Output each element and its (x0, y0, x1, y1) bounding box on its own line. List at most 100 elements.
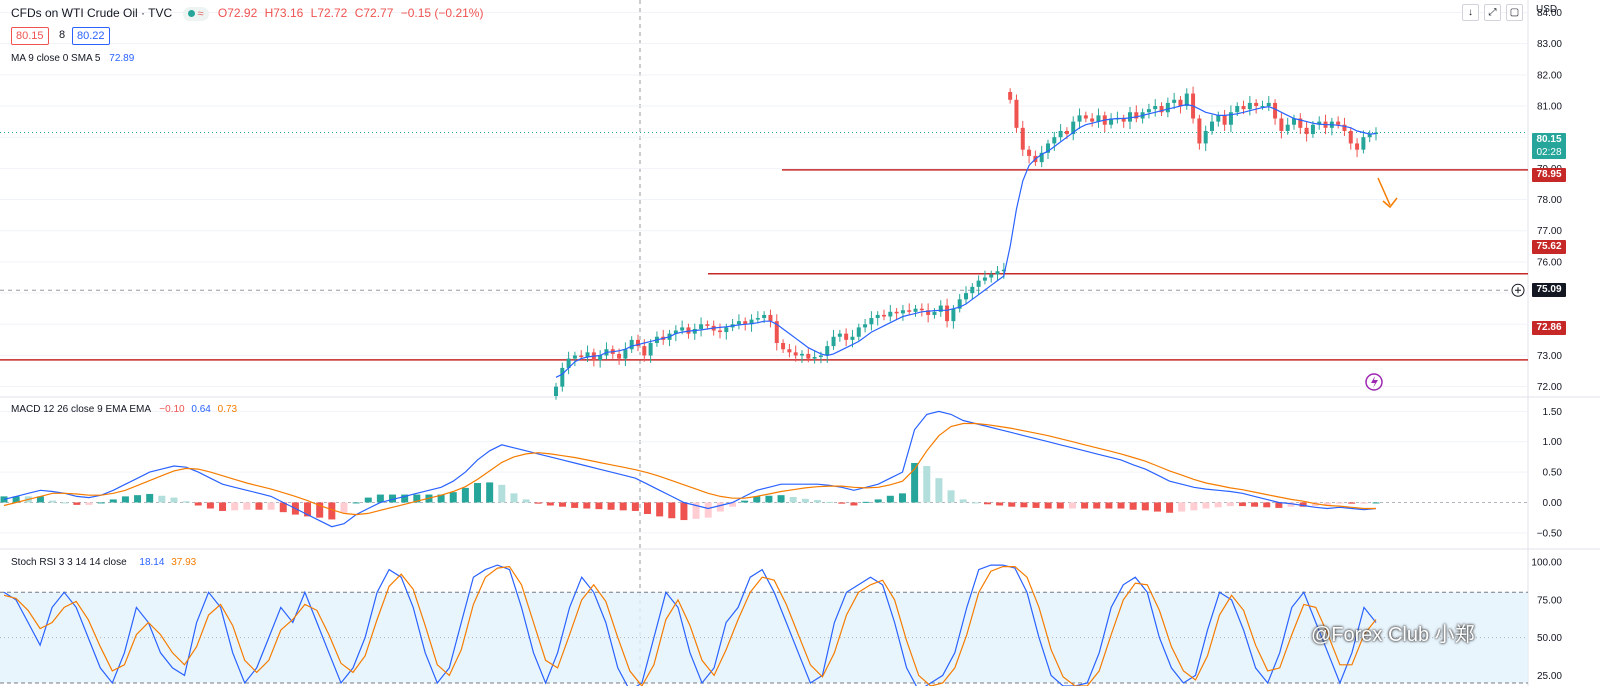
macd-histogram-bar (109, 499, 117, 503)
macd-legend-label: MACD 12 26 close 9 EMA EMA (11, 404, 151, 415)
candle-body (863, 324, 868, 328)
symbol-title[interactable]: CFDs on WTI Crude Oil · TVC (11, 6, 173, 20)
stoch-legend-label: Stoch RSI 3 3 14 14 close (11, 557, 127, 568)
macd-histogram-bar (1190, 502, 1198, 511)
ma-legend-label: MA 9 close 0 SMA 5 (11, 53, 101, 64)
macd-histogram-bar (1251, 502, 1259, 507)
macd-tick-label: 0.00 (1543, 498, 1563, 509)
candle-body (989, 274, 994, 278)
macd-histogram-bar (911, 462, 919, 503)
currency-label[interactable]: USD (1536, 4, 1558, 15)
candle-body (1172, 99, 1177, 103)
macd-histogram-bar (461, 487, 469, 503)
macd-histogram-bar (850, 502, 858, 506)
candle-body (1197, 118, 1202, 144)
macd-histogram-bar (486, 482, 494, 503)
candle-body (749, 319, 754, 325)
macd-histogram-bar (194, 502, 202, 506)
macd-histogram-bar (1044, 502, 1052, 509)
macd-histogram-bar (1238, 502, 1246, 507)
candle-body (598, 355, 603, 361)
macd-histogram-bar (607, 502, 615, 510)
macd-histogram-bar (279, 502, 287, 513)
arrow-down-button[interactable]: ↓ (1462, 4, 1479, 21)
sell-price-button[interactable]: 80.15 (11, 27, 49, 45)
macd-signal-value: 0.73 (217, 404, 238, 415)
price-tick-label: 84.00 (1537, 8, 1562, 19)
macd-histogram-bar (1008, 502, 1016, 507)
macd-histogram-bar (692, 502, 700, 519)
candle-body (812, 357, 817, 359)
candle-body (1096, 115, 1101, 122)
macd-histogram-bar (1275, 502, 1283, 508)
macd-histogram-bar (1323, 502, 1331, 506)
macd-histogram-bar (401, 494, 409, 503)
macd-histogram-bar (704, 502, 712, 518)
ma-legend-value: 72.89 (109, 53, 135, 64)
candle-body (1279, 118, 1284, 131)
macd-histogram-bar (668, 502, 676, 519)
candle-body (1336, 121, 1341, 125)
macd-histogram-bar (449, 492, 457, 503)
forecast-arrow (1377, 177, 1391, 206)
candle-body (699, 324, 704, 329)
candle-body (579, 355, 584, 358)
candle-body (1165, 102, 1170, 113)
candle-body (629, 339, 634, 350)
candle-body (800, 353, 804, 356)
macd-histogram-bar (546, 502, 554, 506)
macd-histogram-bar (1020, 502, 1028, 508)
expand-button[interactable]: ⤢ (1484, 4, 1501, 21)
ma-legend[interactable]: MA 9 close 0 SMA 5 72.89 (11, 53, 134, 64)
candle-body (572, 355, 577, 359)
macd-histogram-bar (522, 499, 530, 503)
countdown-value: 02:28 (1536, 147, 1562, 158)
wave-icon: ≈ (197, 7, 204, 20)
candle-body (743, 321, 748, 325)
macd-histogram-bar (437, 494, 445, 503)
candle-body (913, 308, 918, 312)
stoch-tick-label: 50.00 (1537, 633, 1562, 644)
macd-legend[interactable]: MACD 12 26 close 9 EMA EMA −0.10 0.64 0.… (11, 404, 237, 415)
candle-body (1235, 106, 1240, 113)
macd-histogram-bar (158, 495, 166, 503)
macd-histogram-bar (1263, 502, 1271, 508)
macd-histogram-bar (1153, 502, 1161, 512)
candle-body (566, 358, 571, 368)
macd-histogram-bar (510, 493, 518, 503)
macd-histogram-bar (1178, 502, 1186, 512)
market-open-icon (188, 10, 196, 18)
candle-body (1228, 112, 1233, 125)
buy-price-button[interactable]: 80.22 (72, 27, 110, 45)
candle-body (736, 321, 741, 325)
macd-histogram-bar (1117, 502, 1125, 509)
candle-body (1285, 124, 1290, 131)
macd-histogram-bar (1287, 502, 1295, 507)
candle-body (1203, 130, 1208, 144)
stoch-tick-label: 100.00 (1531, 558, 1562, 569)
macd-histogram-bar (644, 502, 652, 514)
macd-histogram-bar (376, 494, 384, 503)
macd-tick-label: −0.50 (1537, 528, 1563, 539)
candle-body (1260, 106, 1265, 108)
macd-histogram-bar (971, 502, 979, 504)
candle-body (938, 305, 943, 312)
candle-body (875, 314, 880, 319)
macd-histogram-bar (595, 502, 603, 510)
macd-histogram-bar (0, 496, 8, 503)
macd-histogram-bar (753, 496, 761, 503)
high-value: H73.16 (264, 6, 304, 20)
macd-histogram-bar (571, 502, 579, 508)
macd-histogram-bar (935, 478, 943, 503)
low-value: L72.72 (310, 6, 348, 20)
market-status[interactable]: ≈ (183, 6, 209, 21)
level-tag-1: 78.95 (1532, 168, 1566, 182)
stoch-legend[interactable]: Stoch RSI 3 3 14 14 close 18.14 37.93 (11, 557, 196, 568)
macd-tick-label: 1.50 (1543, 407, 1563, 418)
candle-body (1367, 134, 1372, 138)
fullscreen-button[interactable]: ▢ (1506, 4, 1523, 21)
macd-histogram-bar (826, 501, 834, 503)
macd-histogram-bar (838, 502, 846, 504)
candle-body (825, 346, 830, 356)
